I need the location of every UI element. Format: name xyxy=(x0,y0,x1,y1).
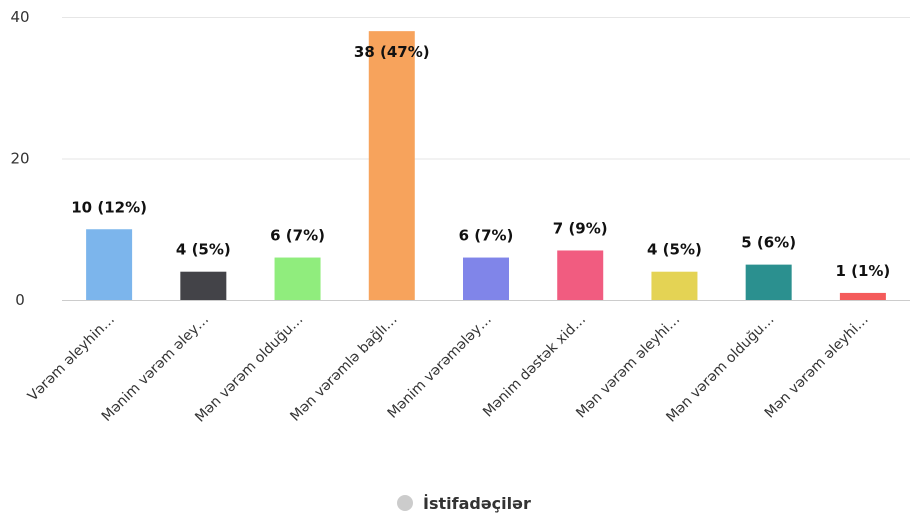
data-label: 4 (5%) xyxy=(647,241,702,259)
x-tick-label: Mən vərəm əleyhi… xyxy=(762,312,872,422)
bar[interactable] xyxy=(86,229,133,300)
bar[interactable] xyxy=(745,264,792,300)
x-tick-label: Mənim dəstək xid… xyxy=(480,312,589,421)
bar[interactable] xyxy=(180,271,227,300)
bar[interactable] xyxy=(839,292,886,300)
x-tick-label: Mən vərəm olduğu… xyxy=(192,312,306,426)
data-label: 6 (7%) xyxy=(459,227,514,245)
y-tick-label: 0 xyxy=(15,291,25,309)
x-axis-ticks: Vərəm əleyhin…Mənim vərəm əley…Mən vərəm… xyxy=(25,312,872,426)
bars xyxy=(62,31,910,301)
legend[interactable]: İstifadəçilər xyxy=(397,494,531,513)
data-label: 6 (7%) xyxy=(270,227,325,245)
x-tick-label: Mənim vərəmələy… xyxy=(385,312,495,422)
data-label: 10 (12%) xyxy=(71,198,147,216)
bar[interactable] xyxy=(274,257,321,300)
y-tick-label: 40 xyxy=(10,8,29,26)
bar[interactable] xyxy=(368,31,415,301)
data-label: 38 (47%) xyxy=(354,43,430,61)
bar[interactable] xyxy=(463,257,509,300)
data-label: 4 (5%) xyxy=(176,241,231,259)
data-label: 1 (1%) xyxy=(835,262,890,280)
bar[interactable] xyxy=(557,250,604,300)
y-tick-label: 20 xyxy=(10,150,29,168)
x-tick-label: Vərəm əleyhin… xyxy=(25,312,118,405)
y-axis-ticks: 0 20 40 xyxy=(10,8,29,309)
x-tick-label: Mənim vərəm əley… xyxy=(99,312,212,425)
x-tick-label: Mən vərəm olduğu… xyxy=(663,312,777,426)
legend-marker-icon[interactable] xyxy=(397,495,413,511)
legend-label[interactable]: İstifadəçilər xyxy=(423,494,531,513)
x-tick-label: Mən vərəmlə bağlı… xyxy=(287,312,400,425)
data-labels: 10 (12%) 4 (5%) 6 (7%) 38 (47%) 6 (7%) 7 (9%)… xyxy=(71,43,890,280)
data-label: 5 (6%) xyxy=(741,234,796,252)
x-tick-label: Mən vərəm əleyhi… xyxy=(573,312,683,422)
bar[interactable] xyxy=(651,271,698,300)
data-label: 7 (9%) xyxy=(553,219,608,237)
